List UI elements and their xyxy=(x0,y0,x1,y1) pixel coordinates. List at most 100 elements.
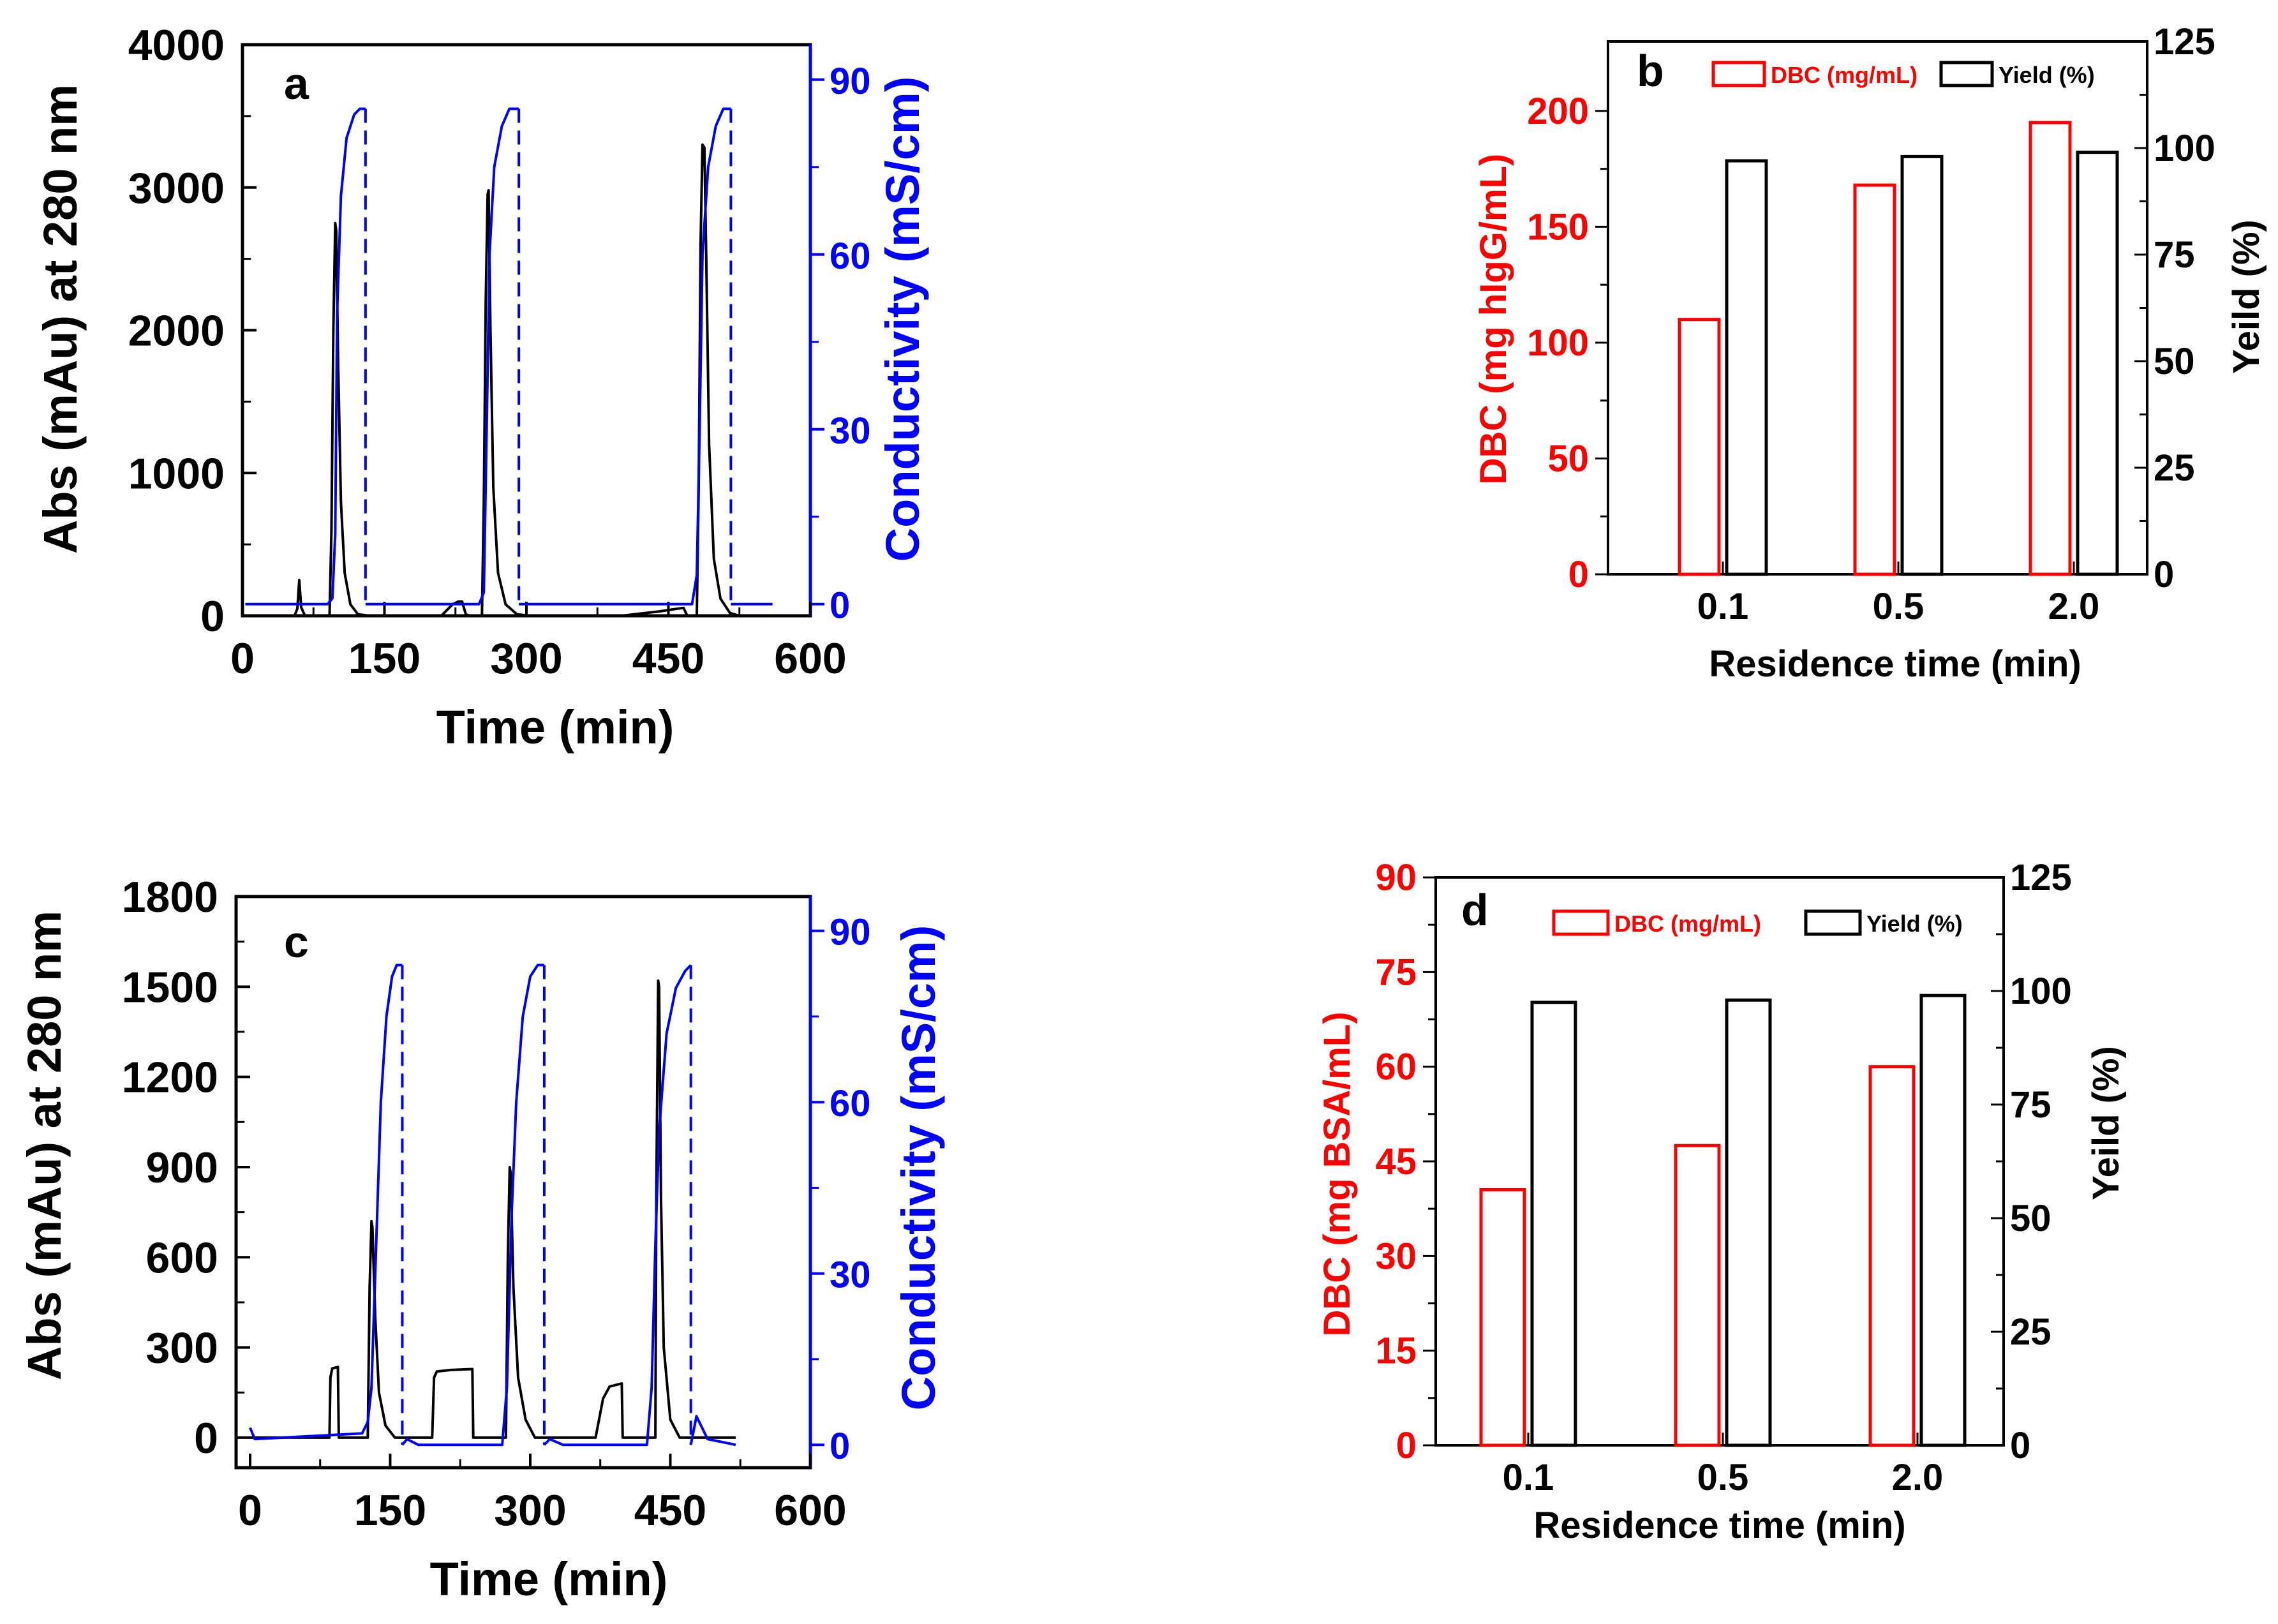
y-tick-label: 300 xyxy=(146,1324,218,1373)
y-tick-label: 2000 xyxy=(128,307,225,355)
x-tick-label: 0 xyxy=(238,1486,262,1535)
chart-d-category-ticks: 0.1 0.5 2.0 xyxy=(1503,1433,1944,1498)
y-tick-label: 3000 xyxy=(128,164,225,212)
chart-b-bars xyxy=(1678,121,2119,576)
y-tick-label: 60 xyxy=(1375,1047,1417,1088)
conductivity-trace xyxy=(249,964,736,1447)
chart-a-left-ticks: 0 1000 2000 3000 4000 xyxy=(128,21,257,641)
chart-a-y2-axis-title: Conductivity (mS/cm) xyxy=(876,77,929,562)
yield-bar xyxy=(1919,994,1967,1447)
absorbance-trace xyxy=(249,979,736,1439)
y2-tick-label: 90 xyxy=(830,61,871,102)
y-tick-label: 30 xyxy=(1375,1235,1417,1277)
y-tick-label: 15 xyxy=(1375,1330,1417,1372)
y-tick-label: 4000 xyxy=(128,21,225,70)
y2-tick-label: 100 xyxy=(2154,128,2215,169)
chart-b: 0 50 100 150 200 0 25 50 75 100 125 0.1 0.5 2.0 b D… xyxy=(1473,21,2267,685)
x-tick-label: 300 xyxy=(490,634,562,683)
chart-d-bars xyxy=(1479,994,1967,1447)
y-tick-label: 90 xyxy=(1375,857,1417,898)
y2-tick-label: 75 xyxy=(2010,1084,2051,1126)
y2-tick-label: 90 xyxy=(830,912,871,953)
chart-b-panel-label: b xyxy=(1637,46,1664,96)
x-tick-label: 150 xyxy=(354,1486,426,1535)
chart-d-legend-label-yield: Yield (%) xyxy=(1866,911,1963,937)
chart-a-series-absorbance xyxy=(245,143,773,617)
dbc-bar xyxy=(1868,1065,1916,1447)
chart-c-series-absorbance xyxy=(249,979,736,1439)
category-tick-label: 0.5 xyxy=(1697,1457,1749,1498)
chart-b-right-ticks: 0 25 50 75 100 125 xyxy=(2134,21,2215,595)
y-tick-label: 150 xyxy=(1527,206,1589,248)
chart-d-legend-swatch-dbc xyxy=(1552,909,1610,936)
y-tick-label: 0 xyxy=(1568,554,1589,595)
chart-c: 0 300 600 900 1200 1500 1800 0 30 60 90 0 150 300 45… xyxy=(18,873,945,1605)
y2-tick-label: 30 xyxy=(830,410,871,452)
dbc-bar xyxy=(1674,1144,1721,1447)
y-tick-label: 50 xyxy=(1547,438,1589,479)
y-tick-label: 0 xyxy=(1396,1425,1417,1466)
chart-a-bottom-ticks: 0 150 300 450 600 xyxy=(230,602,847,683)
chart-c-frame xyxy=(234,895,812,1470)
chart-c-panel-label: c xyxy=(284,917,309,967)
x-tick-label: 300 xyxy=(494,1486,566,1535)
y2-tick-label: 50 xyxy=(2154,341,2195,382)
chart-a-y-axis-title: Abs (mAu) at 280 nm xyxy=(34,84,87,554)
yield-bar xyxy=(2076,151,2119,576)
chart-b-legend: DBC (mg/mL) Yield (%) xyxy=(1711,61,2095,88)
yield-bar xyxy=(1530,1001,1577,1447)
dbc-bar xyxy=(1678,318,1721,576)
chart-b-y2-axis-title: Yeild (%) xyxy=(2226,220,2267,374)
y2-tick-label: 100 xyxy=(2010,971,2072,1012)
category-tick-label: 0.1 xyxy=(1503,1457,1554,1498)
x-tick-label: 600 xyxy=(774,1486,846,1535)
y2-tick-label: 30 xyxy=(830,1255,871,1296)
x-tick-label: 450 xyxy=(632,634,704,683)
chart-a-right-ticks: 0 30 60 90 xyxy=(808,45,871,627)
chart-d-legend: DBC (mg/mL) Yield (%) xyxy=(1552,909,1963,937)
x-tick-label: 600 xyxy=(774,634,846,683)
y-tick-label: 1200 xyxy=(122,1054,218,1102)
y2-tick-label: 60 xyxy=(830,1083,871,1124)
chart-b-y-axis-title: DBC (mg hIgG/mL) xyxy=(1473,154,1514,485)
chart-d-y2-axis-title: Yeild (%) xyxy=(2085,1046,2127,1200)
conductivity-trace xyxy=(245,107,773,606)
chart-d-panel-label: d xyxy=(1461,885,1489,935)
chart-c-bottom-ticks: 0 150 300 450 600 xyxy=(238,1454,847,1535)
chart-b-x-axis-title: Residence time (min) xyxy=(1709,643,2081,685)
y2-tick-label: 50 xyxy=(2010,1198,2051,1239)
chart-d-x-axis-title: Residence time (min) xyxy=(1533,1505,1905,1546)
y-tick-label: 1800 xyxy=(122,873,218,921)
category-tick-label: 2.0 xyxy=(1892,1457,1944,1498)
chart-b-legend-label-yield: Yield (%) xyxy=(1999,62,2095,88)
y2-tick-label: 125 xyxy=(2010,857,2072,898)
y-tick-label: 600 xyxy=(146,1233,218,1282)
y2-tick-label: 25 xyxy=(2154,447,2195,489)
category-tick-label: 2.0 xyxy=(2048,586,2100,627)
x-tick-label: 150 xyxy=(348,634,421,683)
chart-c-x-axis-title: Time (min) xyxy=(430,1553,668,1605)
y2-tick-label: 0 xyxy=(2154,554,2174,595)
chart-b-category-ticks: 0.1 0.5 2.0 xyxy=(1697,562,2100,627)
y-tick-label: 0 xyxy=(194,1414,218,1463)
y2-tick-label: 0 xyxy=(830,1426,850,1467)
y2-tick-label: 0 xyxy=(2010,1425,2030,1466)
chart-a-frame xyxy=(241,43,812,618)
chart-a-panel-label: a xyxy=(284,59,309,108)
chart-c-y-axis-title: Abs (mAu) at 280 nm xyxy=(18,911,71,1380)
chart-b-left-ticks: 0 50 100 150 200 xyxy=(1527,91,1608,595)
chart-d-left-ticks: 0 15 30 45 60 75 90 xyxy=(1375,857,1436,1466)
y2-tick-label: 75 xyxy=(2154,234,2195,276)
absorbance-trace xyxy=(245,143,773,617)
x-tick-label: 450 xyxy=(634,1486,706,1535)
category-tick-label: 0.1 xyxy=(1697,586,1749,627)
y-tick-label: 1000 xyxy=(128,449,225,498)
y-tick-label: 45 xyxy=(1375,1141,1417,1182)
yield-bar xyxy=(1725,998,1772,1447)
yield-bar xyxy=(1725,159,1768,576)
y-tick-label: 1500 xyxy=(122,963,218,1011)
x-tick-label: 0 xyxy=(230,634,255,683)
